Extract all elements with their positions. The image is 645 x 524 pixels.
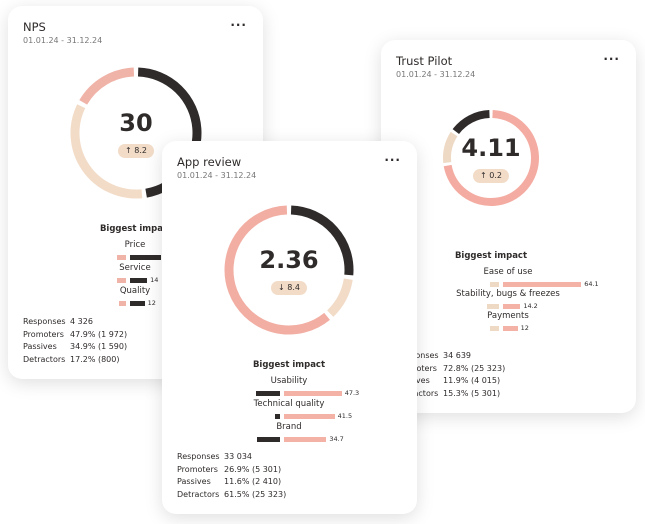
impact-bar-left <box>118 301 126 306</box>
card-title: App review <box>177 155 242 169</box>
impact-bar-right <box>503 304 521 309</box>
impact-bar-left <box>117 278 126 283</box>
stat-value: 26.9% (5 301) <box>224 464 282 474</box>
impact-value: 64.1 <box>584 280 599 288</box>
impact-bar-right <box>284 437 327 442</box>
score: 4.11 <box>461 134 521 162</box>
impact-bar-right <box>130 255 161 260</box>
delta-badge: ↓ 8.4 <box>271 281 307 295</box>
impact-bar-left <box>256 437 280 442</box>
score: 2.36 <box>259 246 319 274</box>
impact-label: Price <box>124 240 146 250</box>
impact-value: 14.2 <box>523 302 538 310</box>
stat-value: 15.3% (5 301) <box>443 388 501 398</box>
stat-label: Promoters <box>177 464 218 474</box>
impact-value: 12 <box>147 299 156 307</box>
impact-value: 14 <box>150 276 159 284</box>
card-title: NPS <box>23 20 46 34</box>
impact-bar-right <box>284 414 335 419</box>
donut-chart <box>224 205 354 335</box>
stat-label: Promoters <box>23 329 64 339</box>
impact-bar-left <box>486 304 499 309</box>
impact-bar-right <box>130 278 148 283</box>
date-range: 01.01.24 - 31.12.24 <box>396 70 476 79</box>
stat-value: 33 034 <box>224 452 252 461</box>
impact-value: 12 <box>520 324 529 332</box>
stat-value: 17.2% (800) <box>70 354 120 364</box>
stat-value: 61.5% (25 323) <box>224 489 287 499</box>
donut-segment <box>443 131 458 163</box>
stat-label: Responses <box>177 452 220 461</box>
date-range: 01.01.24 - 31.12.24 <box>177 171 257 180</box>
stat-label: Passives <box>177 477 211 486</box>
stat-label: Passives <box>23 342 57 351</box>
stat-value: 34 639 <box>443 351 471 360</box>
stat-value: 4 326 <box>70 317 93 326</box>
impact-bar-left <box>275 414 280 419</box>
impact-value: 41.5 <box>337 412 353 420</box>
donut-segment <box>290 205 354 276</box>
stat-value: 11.9% (4 015) <box>443 376 501 385</box>
donut-segment <box>327 278 353 317</box>
delta-badge: ↑ 0.2 <box>473 169 509 183</box>
stat-label: Responses <box>396 351 439 360</box>
impact-bar-right <box>503 282 582 287</box>
impact-label: Service <box>119 263 151 273</box>
donut-segment <box>443 110 539 206</box>
impact-label: Payments <box>487 311 529 321</box>
impact-value: 34.7 <box>329 435 344 443</box>
impact-bar-left <box>255 391 280 396</box>
more-button[interactable]: ··· <box>603 52 620 66</box>
stat-value: 11.6% (2 410) <box>224 477 282 486</box>
impact-title: Biggest impact <box>99 224 173 234</box>
impact-bar-left <box>490 282 499 287</box>
stat-value: 34.9% (1 590) <box>70 342 128 351</box>
score: 30 <box>119 109 153 137</box>
stat-label: Detractors <box>177 489 220 499</box>
impact-bar-left <box>117 255 126 260</box>
impact-bar-right <box>503 326 518 331</box>
card-title: Trust Pilot <box>396 54 453 68</box>
stat-label: Detractors <box>23 354 66 364</box>
stat-label: Detractors <box>396 388 439 398</box>
card: Trust Pilot 01.01.24 - 31.12.24 ··· 4.11 ↑ 0… <box>381 40 636 413</box>
impact-value: 47.3 <box>344 389 360 397</box>
more-button[interactable]: ··· <box>384 153 401 167</box>
impact-label: Brand <box>276 422 302 432</box>
delta-badge: ↑ 8.2 <box>118 144 154 158</box>
impact-bar-right <box>284 391 342 396</box>
stat-value: 47.9% (1 972) <box>70 329 128 339</box>
donut-segment <box>224 205 330 335</box>
donut-segment <box>79 67 135 105</box>
impact-bar-right <box>130 301 145 306</box>
impact-label: Usability <box>270 376 308 386</box>
stat-label: Responses <box>23 317 66 326</box>
donut-chart <box>443 110 539 206</box>
donut-segment <box>70 104 143 199</box>
impact-title: Biggest impact <box>252 360 326 370</box>
impact-label: Quality <box>119 286 151 296</box>
impact-title: Biggest impact <box>454 251 528 261</box>
date-range: 01.01.24 - 31.12.24 <box>23 36 103 45</box>
impact-label: Technical quality <box>253 399 325 409</box>
card: App review 01.01.24 - 31.12.24 ··· 2.36 ↓ 8.… <box>162 141 417 514</box>
stat-value: 72.8% (25 323) <box>443 363 506 373</box>
impact-label: Stability, bugs & freezes <box>456 289 560 299</box>
impact-bar-left <box>490 326 499 331</box>
impact-label: Ease of use <box>483 267 533 277</box>
more-button[interactable]: ··· <box>230 18 247 32</box>
donut-segment <box>452 110 490 135</box>
